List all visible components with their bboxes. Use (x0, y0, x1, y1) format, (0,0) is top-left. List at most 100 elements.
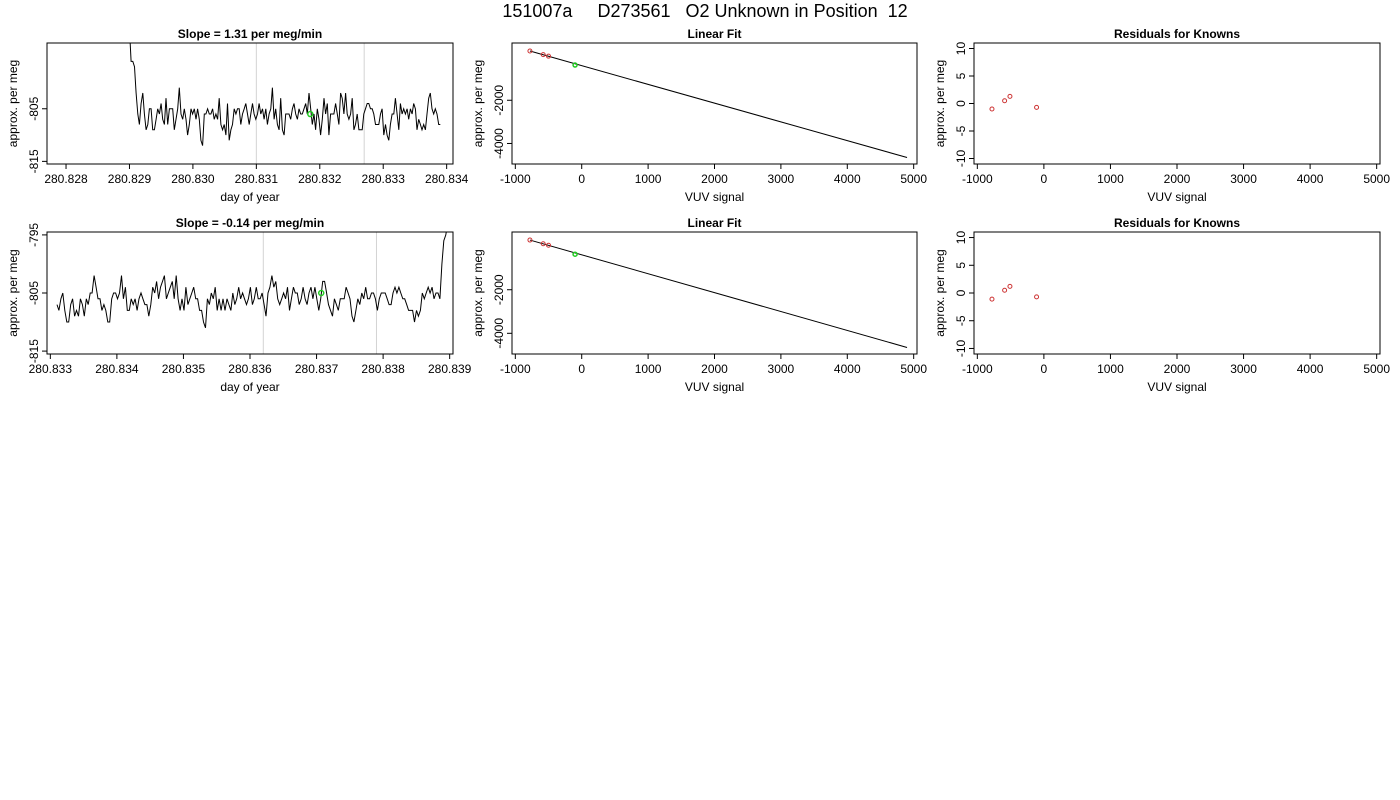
signal-trace (129, 43, 441, 146)
x-tick-label: -1000 (500, 362, 531, 376)
panel-title: Linear Fit (687, 216, 741, 230)
y-tick-label: -10 (954, 150, 968, 168)
panel-title: Slope = -0.14 per meg/min (176, 216, 324, 230)
plot-area (527, 237, 908, 348)
y-tick-label: -5 (954, 125, 968, 136)
known-point (540, 241, 546, 247)
x-axis-label: VUV signal (685, 380, 744, 394)
x-tick-label: -1000 (500, 172, 531, 186)
unknown-point (572, 62, 578, 68)
x-tick-label: 1000 (1097, 172, 1124, 186)
x-axis-label: VUV signal (1147, 380, 1206, 394)
x-tick-label: 1000 (635, 172, 662, 186)
y-tick-label: 10 (954, 42, 968, 56)
x-axis-label: VUV signal (685, 190, 744, 204)
x-tick-label: -1000 (962, 362, 993, 376)
y-tick-label: 0 (954, 289, 968, 296)
plot-area (989, 283, 1040, 302)
x-tick-label: 280.834 (425, 172, 469, 186)
x-tick-label: 2000 (1164, 362, 1191, 376)
y-tick-label: 10 (954, 231, 968, 245)
panel-title: Slope = 1.31 per meg/min (178, 27, 322, 41)
panel-5: Linear Fit -1000 0 1000 2000 3000 4000 5000 -400… (471, 216, 927, 394)
known-point (1002, 287, 1008, 293)
unknown-point (572, 251, 578, 257)
plot-frame (511, 231, 918, 355)
x-tick-label: 5000 (1363, 362, 1390, 376)
x-tick-label: 280.831 (235, 172, 279, 186)
y-tick-label: -815 (27, 149, 41, 173)
y-tick-label: 5 (954, 72, 968, 79)
known-point (1034, 104, 1040, 110)
x-tick-label: 5000 (1363, 172, 1390, 186)
x-tick-label: 280.829 (108, 172, 152, 186)
known-point (1007, 93, 1013, 99)
plot-area (56, 232, 447, 354)
y-axis-label: approx. per meg (471, 249, 485, 336)
panel-1: Slope = 1.31 per meg/min 280.828 280.829 28… (6, 27, 469, 204)
x-tick-label: 0 (578, 362, 585, 376)
y-tick-label: -5 (954, 315, 968, 326)
x-tick-label: 1000 (1097, 362, 1124, 376)
y-tick-label: -815 (27, 339, 41, 363)
y-axis-label: approx. per meg (6, 249, 20, 336)
x-tick-label: 3000 (768, 362, 795, 376)
x-tick-label: 3000 (768, 172, 795, 186)
fit-line (529, 50, 908, 158)
x-tick-label: 280.828 (44, 172, 88, 186)
panel-6: Residuals for Knowns -1000 0 1000 2000 3000 40… (933, 216, 1390, 394)
known-point (546, 53, 552, 59)
known-point (527, 237, 533, 243)
known-point (527, 48, 533, 54)
unknown-point (317, 289, 325, 297)
panel-2: Linear Fit -1000 0 1000 2000 3000 4000 5000 -400… (471, 27, 927, 204)
x-tick-label: 2000 (701, 172, 728, 186)
x-tick-label: 4000 (1297, 362, 1324, 376)
x-tick-label: 280.838 (361, 362, 405, 376)
x-tick-label: 280.837 (295, 362, 339, 376)
x-tick-label: 4000 (834, 172, 861, 186)
y-axis-label: approx. per meg (933, 60, 947, 147)
x-tick-label: 0 (578, 172, 585, 186)
panel-3: Residuals for Knowns -1000 0 1000 2000 3000 40… (933, 27, 1390, 204)
y-tick-label: -2000 (492, 274, 506, 305)
y-tick-label: -10 (954, 339, 968, 357)
known-point (1034, 294, 1040, 300)
x-axis-label: day of year (220, 190, 279, 204)
known-point (1007, 283, 1013, 289)
signal-trace (56, 232, 447, 329)
x-tick-label: 280.834 (95, 362, 139, 376)
x-tick-label: 0 (1041, 172, 1048, 186)
plot-area (527, 48, 908, 158)
x-tick-label: 2000 (1164, 172, 1191, 186)
x-tick-label: 3000 (1230, 172, 1257, 186)
y-tick-label: 0 (954, 100, 968, 107)
x-axis-label: day of year (220, 380, 279, 394)
unknown-point (307, 110, 314, 118)
x-tick-label: 280.833 (362, 172, 406, 186)
y-axis-label: approx. per meg (471, 60, 485, 147)
x-tick-label: 5000 (900, 172, 927, 186)
known-point (1002, 98, 1008, 104)
plot-frame (46, 42, 454, 165)
y-axis-label: approx. per meg (933, 249, 947, 336)
x-tick-label: 280.832 (298, 172, 342, 186)
x-tick-label: 5000 (900, 362, 927, 376)
plot-frame (46, 231, 454, 355)
plot-area (129, 43, 441, 164)
plot-frame (511, 42, 918, 165)
fit-line (529, 239, 908, 348)
figure-title: 151007a D273561 O2 Unknown in Position 1… (502, 1, 908, 21)
x-axis-label: VUV signal (1147, 190, 1206, 204)
x-tick-label: 280.833 (29, 362, 73, 376)
x-tick-label: 4000 (834, 362, 861, 376)
panel-4: Slope = -0.14 per meg/min 280.833 280.834 2… (6, 216, 472, 394)
x-tick-label: -1000 (962, 172, 993, 186)
plot-frame (973, 231, 1381, 355)
y-tick-label: -4000 (492, 318, 506, 349)
y-tick-label: -795 (27, 223, 41, 247)
panel-title: Residuals for Knowns (1114, 27, 1240, 41)
panel-title: Linear Fit (687, 27, 741, 41)
y-tick-label: -805 (27, 281, 41, 305)
